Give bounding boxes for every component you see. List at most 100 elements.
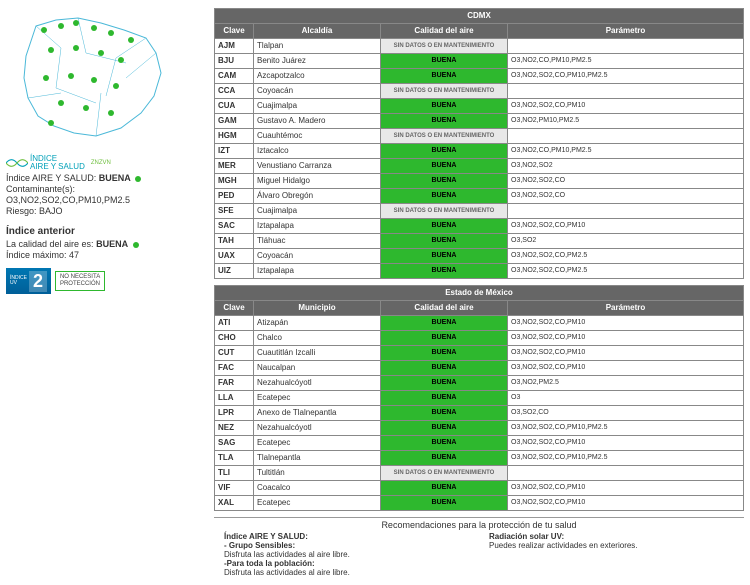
cell-param: O3 [508, 391, 744, 406]
cell-quality: BUENA [381, 264, 508, 279]
cell-quality: BUENA [381, 99, 508, 114]
table-row[interactable]: FAC Naucalpan BUENA O3,NO2,SO2,CO,PM10 [215, 361, 744, 376]
table-row[interactable]: TAH Tláhuac BUENA O3,SO2 [215, 234, 744, 249]
cell-name: Coyoacán [254, 84, 381, 99]
col-header: Calidad del aire [381, 301, 508, 316]
cell-quality: BUENA [381, 144, 508, 159]
cell-clave: PED [215, 189, 254, 204]
cell-param [508, 466, 744, 481]
table-row[interactable]: GAM Gustavo A. Madero BUENA O3,NO2,PM10,… [215, 114, 744, 129]
table-row[interactable]: UAX Coyoacán BUENA O3,NO2,SO2,CO,PM2.5 [215, 249, 744, 264]
cell-param: O3,SO2,CO [508, 406, 744, 421]
cell-clave: ATI [215, 316, 254, 331]
cell-name: Azcapotzalco [254, 69, 381, 84]
cell-quality: BUENA [381, 189, 508, 204]
cell-clave: SFE [215, 204, 254, 219]
cell-quality: BUENA [381, 391, 508, 406]
table-row[interactable]: CUT Cuautitlán Izcalli BUENA O3,NO2,SO2,… [215, 346, 744, 361]
cell-param: O3,NO2,SO2,CO,PM10,PM2.5 [508, 451, 744, 466]
recs-all-label: -Para toda la población: [224, 559, 469, 568]
cell-param: O3,NO2,PM10,PM2.5 [508, 114, 744, 129]
table-row[interactable]: FAR Nezahualcóyotl BUENA O3,NO2,PM2.5 [215, 376, 744, 391]
table-title: Estado de México [215, 286, 744, 301]
col-header: Parámetro [508, 301, 744, 316]
recs-title: Recomendaciones para la protección de tu… [214, 520, 744, 530]
cell-param: O3,SO2 [508, 234, 744, 249]
table-row[interactable]: SFE Cuajimalpa SIN DATOS O EN MANTENIMIE… [215, 204, 744, 219]
table-row[interactable]: ATI Atizapán BUENA O3,NO2,SO2,CO,PM10 [215, 316, 744, 331]
uv-index-row: ÍNDICEUV 2 NO NECESITAPROTECCIÓN [6, 268, 206, 294]
cell-name: Tultitlán [254, 466, 381, 481]
table-row[interactable]: SAG Ecatepec BUENA O3,NO2,SO2,CO,PM10 [215, 436, 744, 451]
table-row[interactable]: HGM Cuauhtémoc SIN DATOS O EN MANTENIMIE… [215, 129, 744, 144]
cell-clave: CUT [215, 346, 254, 361]
cell-name: Cuauhtémoc [254, 129, 381, 144]
cell-name: Iztacalco [254, 144, 381, 159]
cell-quality: BUENA [381, 406, 508, 421]
col-header: Parámetro [508, 24, 744, 39]
cell-name: Venustiano Carranza [254, 159, 381, 174]
cell-name: Ecatepec [254, 496, 381, 511]
cell-param: O3,NO2,SO2,CO,PM10,PM2.5 [508, 69, 744, 84]
table-row[interactable]: MGH Miguel Hidalgo BUENA O3,NO2,SO2,CO [215, 174, 744, 189]
table-row[interactable]: SAC Iztapalapa BUENA O3,NO2,SO2,CO,PM10 [215, 219, 744, 234]
uv-badge: ÍNDICEUV 2 [6, 268, 51, 294]
col-header: Alcaldía [254, 24, 381, 39]
table-row[interactable]: MER Venustiano Carranza BUENA O3,NO2,SO2 [215, 159, 744, 174]
table-row[interactable]: CCA Coyoacán SIN DATOS O EN MANTENIMIENT… [215, 84, 744, 99]
cell-param [508, 39, 744, 54]
cell-name: Nezahualcóyotl [254, 376, 381, 391]
cell-clave: TAH [215, 234, 254, 249]
cell-param: O3,NO2,SO2 [508, 159, 744, 174]
cell-param: O3,NO2,SO2,CO,PM10 [508, 219, 744, 234]
cell-quality: BUENA [381, 159, 508, 174]
cell-name: Tláhuac [254, 234, 381, 249]
table-row[interactable]: BJU Benito Juárez BUENA O3,NO2,CO,PM10,P… [215, 54, 744, 69]
cell-quality: BUENA [381, 496, 508, 511]
cell-clave: IZT [215, 144, 254, 159]
prev-index-label: La calidad del aire es: [6, 239, 94, 249]
table-row[interactable]: UIZ Iztapalapa BUENA O3,NO2,SO2,CO,PM2.5 [215, 264, 744, 279]
cell-name: Iztapalapa [254, 264, 381, 279]
col-header: Clave [215, 301, 254, 316]
prev-index-value: BUENA [96, 239, 128, 249]
cell-quality: BUENA [381, 249, 508, 264]
table-row[interactable]: PED Álvaro Obregón BUENA O3,NO2,SO2,CO [215, 189, 744, 204]
cell-clave: UIZ [215, 264, 254, 279]
region-map [6, 8, 186, 148]
table-row[interactable]: AJM Tlalpan SIN DATOS O EN MANTENIMIENTO [215, 39, 744, 54]
cell-quality: BUENA [381, 219, 508, 234]
cell-param: O3,NO2,PM2.5 [508, 376, 744, 391]
table-row[interactable]: CHO Chalco BUENA O3,NO2,SO2,CO,PM10 [215, 331, 744, 346]
table-row[interactable]: VIF Coacalco BUENA O3,NO2,SO2,CO,PM10 [215, 481, 744, 496]
cell-quality: SIN DATOS O EN MANTENIMIENTO [381, 129, 508, 144]
table-row[interactable]: TLA Tlalnepantla BUENA O3,NO2,SO2,CO,PM1… [215, 451, 744, 466]
recs-left-title: Índice AIRE Y SALUD: [224, 532, 469, 541]
prev-index-title: Índice anterior [6, 226, 206, 237]
table-row[interactable]: CAM Azcapotzalco BUENA O3,NO2,SO2,CO,PM1… [215, 69, 744, 84]
cell-clave: TLA [215, 451, 254, 466]
cell-param: O3,NO2,SO2,CO [508, 174, 744, 189]
cell-clave: HGM [215, 129, 254, 144]
table-row[interactable]: XAL Ecatepec BUENA O3,NO2,SO2,CO,PM10 [215, 496, 744, 511]
cell-clave: LPR [215, 406, 254, 421]
cell-clave: MER [215, 159, 254, 174]
cell-quality: BUENA [381, 451, 508, 466]
cell-param: O3,NO2,SO2,CO,PM10 [508, 346, 744, 361]
cell-param: O3,NO2,CO,PM10,PM2.5 [508, 144, 744, 159]
table-row[interactable]: LPR Anexo de Tlalnepantla BUENA O3,SO2,C… [215, 406, 744, 421]
cell-name: Benito Juárez [254, 54, 381, 69]
risk-value: BAJO [39, 206, 63, 216]
cell-quality: BUENA [381, 54, 508, 69]
table-row[interactable]: CUA Cuajimalpa BUENA O3,NO2,SO2,CO,PM10 [215, 99, 744, 114]
table-row[interactable]: TLI Tultitlán SIN DATOS O EN MANTENIMIEN… [215, 466, 744, 481]
cell-quality: SIN DATOS O EN MANTENIMIENTO [381, 466, 508, 481]
cell-clave: LLA [215, 391, 254, 406]
cell-name: Cuajimalpa [254, 99, 381, 114]
cell-name: Anexo de Tlalnepantla [254, 406, 381, 421]
table-row[interactable]: IZT Iztacalco BUENA O3,NO2,CO,PM10,PM2.5 [215, 144, 744, 159]
table-row[interactable]: LLA Ecatepec BUENA O3 [215, 391, 744, 406]
table-row[interactable]: NEZ Nezahualcóyotl BUENA O3,NO2,SO2,CO,P… [215, 421, 744, 436]
cell-param: O3,NO2,SO2,CO,PM10,PM2.5 [508, 421, 744, 436]
logo-right: ZNZVN [91, 160, 111, 166]
